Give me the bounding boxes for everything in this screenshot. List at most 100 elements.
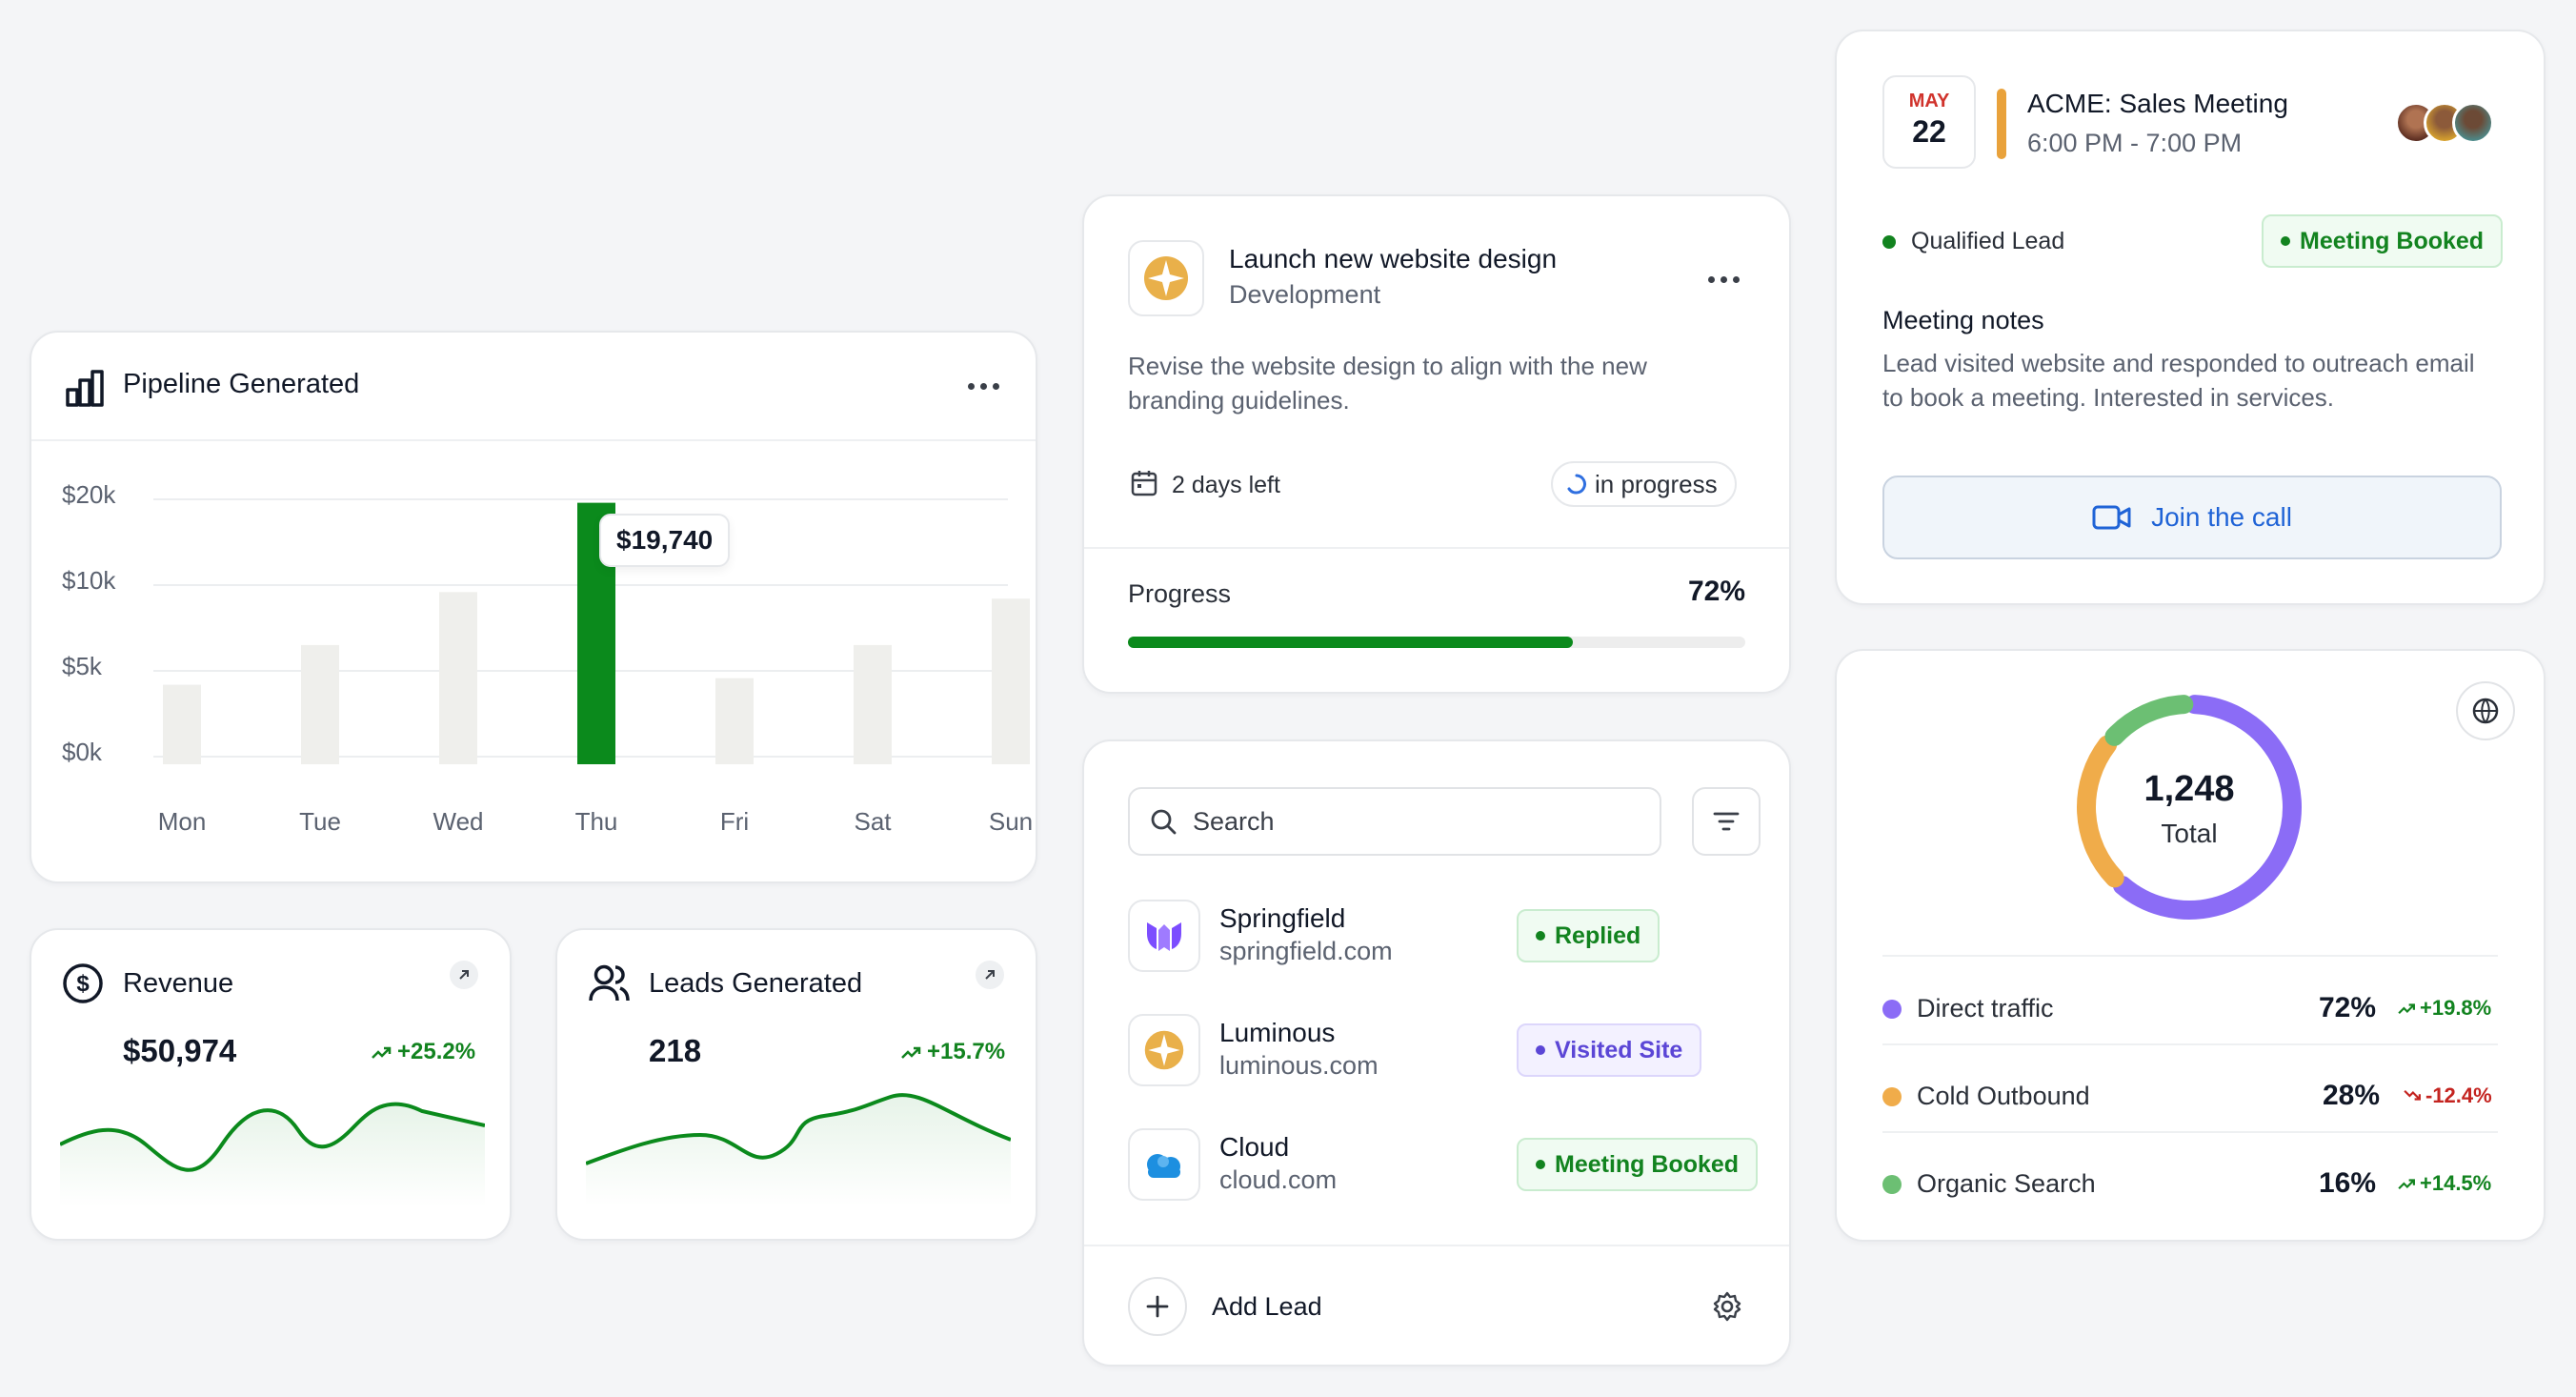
revenue-value: $50,974 xyxy=(123,1033,237,1068)
search-placeholder: Search xyxy=(1193,806,1275,836)
filter-button[interactable] xyxy=(1692,787,1761,856)
lead-domain: cloud.com xyxy=(1219,1165,1338,1194)
meeting-accent-bar xyxy=(1997,89,2006,159)
list-divider xyxy=(1084,1245,1789,1246)
revenue-change: +25.2% xyxy=(371,1039,475,1065)
donut-segment xyxy=(2112,695,2302,920)
leads-card: Leads Generated 218 +15.7% xyxy=(555,928,1037,1241)
pipeline-divider xyxy=(31,439,1036,441)
traffic-row: Direct traffic 72% +19.8% xyxy=(1882,965,2502,1045)
source-change: +14.5% xyxy=(2397,1171,2491,1196)
bar-fri[interactable] xyxy=(715,678,754,764)
source-name: Cold Outbound xyxy=(1917,1082,2090,1110)
trend-down-icon xyxy=(2404,1089,2421,1101)
meeting-badge: Meeting Booked xyxy=(2262,214,2504,268)
gear-icon[interactable] xyxy=(1711,1290,1743,1327)
pipeline-bar-chart: Mon Tue Wed Thu Fri Sat Sun xyxy=(153,498,1033,836)
list-item[interactable]: Springfield springfield.com Replied xyxy=(1084,884,1789,989)
progress-value: 72% xyxy=(1687,576,1745,607)
pipeline-title: Pipeline Generated xyxy=(123,369,360,399)
traffic-divider xyxy=(1882,1131,2498,1133)
status-badge-text: Visited Site xyxy=(1555,1036,1683,1063)
x-tick-label: Wed xyxy=(433,807,484,836)
leads-title: Leads Generated xyxy=(649,968,863,999)
traffic-row: Cold Outbound 28% -12.4% xyxy=(1882,1053,2502,1133)
y-tick-label: $0k xyxy=(62,738,102,766)
bar-sat[interactable] xyxy=(854,644,892,764)
traffic-divider xyxy=(1882,1043,2498,1045)
progress-track xyxy=(1128,637,1745,648)
bar-wed[interactable] xyxy=(439,592,477,764)
traffic-divider xyxy=(1882,955,2498,957)
trend-up-icon xyxy=(2398,1179,2415,1190)
arrow-up-right-icon[interactable] xyxy=(450,961,478,989)
task-due: 2 days left xyxy=(1172,472,1280,498)
meeting-badge-text: Meeting Booked xyxy=(2300,227,2485,254)
leads-list-card: Search Springfield springfield.com Repli… xyxy=(1082,739,1791,1367)
search-input[interactable]: Search xyxy=(1128,787,1661,856)
join-call-label: Join the call xyxy=(2151,502,2292,532)
attendee-avatars xyxy=(2395,102,2494,144)
notes-text: Lead visited website and responded to ou… xyxy=(1882,349,2475,412)
y-tick-label: $5k xyxy=(62,652,102,680)
luminous-logo-icon xyxy=(1128,1014,1200,1086)
plus-icon xyxy=(1128,1277,1187,1336)
lead-status: Qualified Lead xyxy=(1882,228,2064,255)
globe-button[interactable] xyxy=(2456,681,2515,740)
task-title: Launch new website design xyxy=(1229,244,1558,273)
arrow-up-right-icon[interactable] xyxy=(976,961,1004,989)
bar-tue[interactable] xyxy=(301,644,339,764)
traffic-donut-chart xyxy=(2077,695,2302,920)
date-month: MAY xyxy=(1908,91,1950,111)
revenue-title: Revenue xyxy=(123,968,234,999)
pipeline-more-button[interactable] xyxy=(968,383,999,390)
list-item[interactable]: Luminous luminous.com Visited Site xyxy=(1084,999,1789,1103)
revenue-card: $ Revenue $50,974 +25.2% xyxy=(30,928,512,1241)
x-tick-label: Fri xyxy=(720,807,749,836)
task-description: Revise the website design to align with … xyxy=(1128,352,1647,415)
revenue-change-text: +25.2% xyxy=(397,1039,476,1064)
task-status-text: in progress xyxy=(1595,469,1718,498)
bar-mon[interactable] xyxy=(163,684,201,764)
x-tick-label: Sun xyxy=(989,807,1033,836)
date-badge: MAY 22 xyxy=(1882,75,1976,169)
join-call-button[interactable]: Join the call xyxy=(1882,476,2502,559)
x-tick-label: Sat xyxy=(854,807,892,836)
pipeline-tooltip: $19,740 xyxy=(599,514,731,567)
source-percent: 28% xyxy=(2323,1080,2381,1111)
task-divider xyxy=(1084,547,1789,549)
trend-up-icon xyxy=(901,1046,921,1059)
leads-sparkline xyxy=(586,1093,1011,1206)
trend-up-icon xyxy=(372,1046,392,1059)
springfield-logo-icon xyxy=(1128,900,1200,972)
lead-domain: springfield.com xyxy=(1219,937,1393,965)
x-tick-label: Thu xyxy=(575,807,618,836)
legend-dot xyxy=(1882,1087,1902,1106)
lead-name: Luminous xyxy=(1219,1018,1336,1047)
list-item[interactable]: Cloud cloud.com Meeting Booked xyxy=(1084,1113,1789,1218)
status-badge: Visited Site xyxy=(1517,1023,1702,1077)
source-percent: 16% xyxy=(2319,1167,2377,1199)
leads-change: +15.7% xyxy=(900,1039,1005,1065)
meeting-card: MAY 22 ACME: Sales Meeting 6:00 PM - 7:0… xyxy=(1835,30,2546,605)
y-tick-label: $10k xyxy=(62,566,116,595)
leads-value: 218 xyxy=(649,1033,702,1068)
source-change: -12.4% xyxy=(2403,1083,2492,1108)
progress-fill xyxy=(1128,637,1573,648)
task-category: Development xyxy=(1229,280,1381,309)
meeting-time: 6:00 PM - 7:00 PM xyxy=(2027,129,2243,157)
source-name: Organic Search xyxy=(1917,1169,2096,1198)
task-card: Launch new website design Development Re… xyxy=(1082,194,1791,694)
bar-sun[interactable] xyxy=(992,598,1030,764)
task-status-pill[interactable]: in progress xyxy=(1551,461,1737,507)
luminous-logo-icon xyxy=(1128,240,1204,316)
add-lead-button[interactable]: Add Lead xyxy=(1128,1277,1322,1336)
globe-icon xyxy=(2472,698,2499,724)
avatar xyxy=(2452,102,2494,144)
filter-icon xyxy=(1713,812,1740,831)
users-icon xyxy=(588,962,632,1009)
donut-total-label: Total xyxy=(2161,819,2218,848)
legend-dot xyxy=(1882,1175,1902,1194)
leads-change-text: +15.7% xyxy=(927,1039,1006,1064)
task-more-button[interactable] xyxy=(1708,276,1740,283)
